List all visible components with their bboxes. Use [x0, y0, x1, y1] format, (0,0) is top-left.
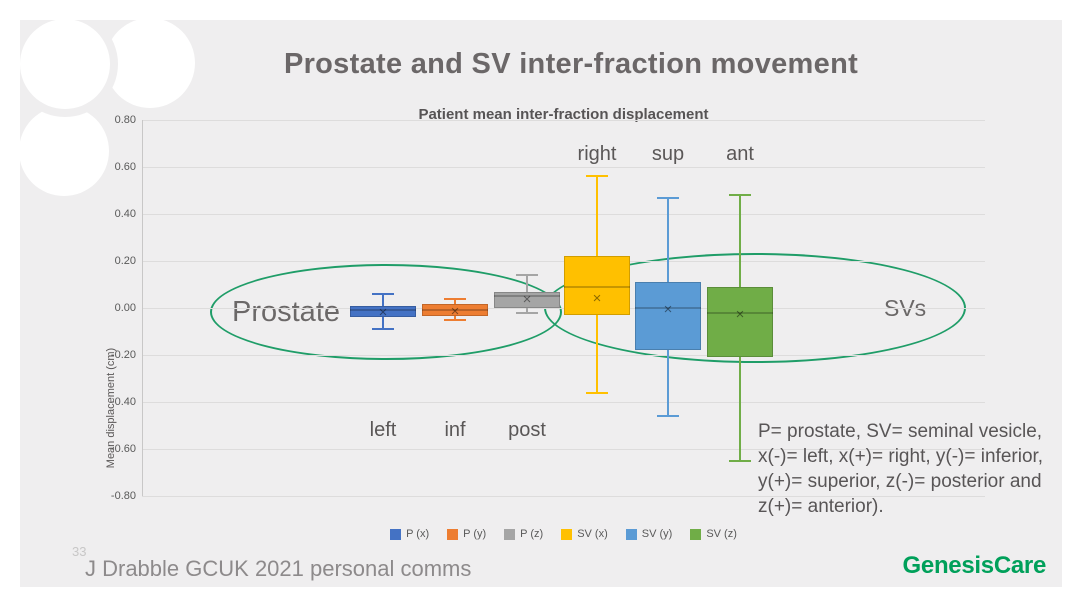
whisker-cap — [586, 175, 608, 178]
annotation-text: P= prostate, SV= seminal vesicle, x(-)= … — [758, 421, 1044, 517]
legend-swatch — [447, 528, 459, 540]
category-label-sup: sup — [651, 143, 685, 165]
gridline — [142, 167, 985, 168]
whisker-stem — [526, 308, 528, 313]
boxplot-mean-marker: × — [450, 302, 460, 320]
whisker-cap — [586, 391, 608, 394]
boxplot-box-SVz — [707, 286, 773, 358]
boxplot-mean-marker: × — [663, 301, 673, 319]
gridline — [142, 120, 985, 121]
logo-circle-motif — [20, 106, 109, 196]
boxplot-median — [350, 309, 416, 312]
whisker-cap — [372, 328, 394, 331]
logo-circle-motif — [20, 20, 110, 109]
boxplot-box-Pz — [494, 291, 560, 308]
legend-swatch — [390, 528, 402, 540]
legend-swatch — [504, 528, 516, 540]
whisker-stem — [596, 176, 598, 257]
whisker-cap — [657, 196, 679, 199]
legend-item: SV (y) — [625, 528, 673, 540]
boxplot-median — [707, 311, 773, 314]
legend-label: P (y) — [463, 528, 487, 540]
category-label-right: right — [577, 143, 617, 165]
y-tick-label: 0.20 — [114, 255, 136, 267]
y-tick-label: -0.20 — [110, 349, 136, 361]
whisker-cap — [516, 274, 538, 277]
logo-circle-motif — [105, 20, 195, 108]
y-tick-label: 0.80 — [114, 114, 136, 126]
boxplot-median — [494, 295, 560, 298]
whisker-stem — [739, 195, 741, 287]
whisker-cap — [729, 194, 751, 197]
gridline — [142, 308, 985, 309]
whisker-cap — [516, 311, 538, 314]
legend-item: P (x) — [390, 528, 429, 540]
whisker-stem — [382, 317, 384, 330]
chart-title: Patient mean inter-fraction displacement — [418, 106, 709, 123]
whisker-cap — [444, 297, 466, 300]
whisker-stem — [667, 197, 669, 283]
slide-background: Prostate and SV inter-fraction movement … — [20, 20, 1062, 587]
boxplot-box-Px — [350, 305, 416, 318]
legend-label: SV (x) — [577, 528, 608, 540]
whisker-stem — [526, 275, 528, 292]
whisker-cap — [372, 292, 394, 295]
whisker-stem — [382, 293, 384, 306]
legend-swatch — [625, 528, 637, 540]
y-tick-label: 0.40 — [114, 208, 136, 220]
gridline — [142, 449, 985, 450]
whisker-stem — [454, 298, 456, 305]
whisker-cap — [657, 415, 679, 418]
legend-label: SV (y) — [641, 528, 673, 540]
footer-citation: J Drabble GCUK 2021 personal comms — [85, 556, 472, 581]
gridline — [142, 355, 985, 356]
boxplot-median — [422, 309, 488, 312]
gridline — [142, 214, 985, 215]
boxplot-median — [564, 285, 630, 288]
whisker-stem — [596, 315, 598, 393]
legend-swatch — [561, 528, 573, 540]
whisker-stem — [739, 357, 741, 461]
boxplot-box-SVy — [635, 282, 701, 351]
boxplot-median — [635, 307, 701, 309]
legend-swatch — [690, 528, 702, 540]
legend-item: P (z) — [504, 528, 543, 540]
boxplot-mean-marker: × — [522, 290, 532, 308]
legend-item: SV (z) — [690, 528, 737, 540]
legend-item: P (y) — [447, 528, 486, 540]
legend-label: P (x) — [406, 528, 430, 540]
boxplot-box-SVx — [564, 256, 630, 316]
category-label-left: left — [369, 419, 397, 441]
category-label-ant: ant — [726, 143, 754, 165]
whisker-cap — [444, 318, 466, 321]
group-label-prostate: Prostate — [232, 296, 340, 328]
boxplot-box-Py — [422, 304, 488, 317]
category-label-post: post — [508, 419, 546, 441]
whisker-cap — [729, 459, 751, 462]
brand-logo: GenesisCare — [902, 552, 1047, 579]
category-label-inf: inf — [444, 419, 466, 441]
boxplot-mean-marker: × — [378, 303, 388, 321]
whisker-stem — [667, 350, 669, 417]
page-title: Prostate and SV inter-fraction movement — [283, 48, 859, 80]
y-tick-label: -0.80 — [110, 490, 136, 502]
boxplot-mean-marker: × — [592, 289, 602, 307]
plot-area: Mean displacement (cm) Prostate SVs 0.80… — [105, 114, 985, 502]
y-tick-label: 0.00 — [114, 302, 136, 314]
boxplot-mean-marker: × — [735, 306, 745, 324]
gridline — [142, 261, 985, 262]
y-tick-label: -0.60 — [110, 443, 136, 455]
y-tick-label: -0.40 — [110, 396, 136, 408]
gridline — [142, 402, 985, 403]
chart-legend: P (x) P (y) P (z) SV (x) SV (y) SV (z) — [142, 526, 985, 542]
y-tick-label: 0.60 — [114, 161, 136, 173]
legend-item: SV (x) — [561, 528, 608, 540]
legend-label: P (z) — [520, 528, 544, 540]
legend-label: SV (z) — [706, 528, 737, 540]
gridline — [142, 496, 985, 497]
whisker-stem — [454, 316, 456, 320]
slide-number: 33 — [72, 544, 87, 559]
y-axis-line — [142, 120, 143, 496]
